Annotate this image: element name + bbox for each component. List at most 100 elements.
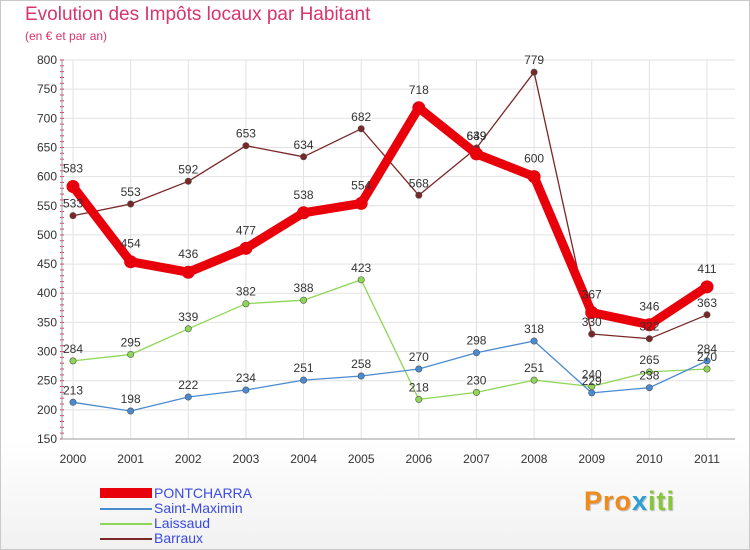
data-point [357,276,365,284]
data-label: 568 [409,176,429,190]
data-label: 533 [63,197,83,211]
data-label: 284 [697,342,717,356]
data-label: 682 [351,110,371,124]
y-tick-label: 800 [37,53,57,67]
series-line-0 [68,103,712,330]
data-point [469,147,483,161]
data-label: 322 [639,320,659,334]
data-point [242,386,250,394]
data-point [127,407,135,415]
data-point [530,376,538,384]
data-label: 583 [63,162,83,176]
data-point [645,384,653,392]
data-label: 423 [351,261,371,275]
data-label: 382 [236,285,256,299]
data-point [588,330,596,338]
x-tick-label: 2009 [578,452,605,466]
data-label: 639 [466,129,486,143]
data-point [239,241,253,255]
x-tick-label: 2007 [463,452,490,466]
legend-swatch-saint-maximin [100,508,152,510]
data-label: 234 [236,371,256,385]
legend-label-saint-maximin: Saint-Maximin [154,500,243,516]
data-label: 554 [351,178,371,192]
data-label: 779 [524,53,544,67]
data-point [242,300,250,308]
data-label: 367 [582,287,602,301]
x-tick-label: 2008 [521,452,548,466]
x-tick-label: 2006 [405,452,432,466]
data-point [700,280,714,294]
data-point [530,68,538,76]
legend-label-pontcharra: PONTCHARRA [154,485,253,501]
data-point [415,191,423,199]
y-tick-label: 250 [37,374,57,388]
data-point [415,365,423,373]
data-label: 230 [466,373,486,387]
data-point [703,311,711,319]
data-point [357,372,365,380]
logo-part-2: x [632,486,649,516]
x-tick-label: 2003 [233,452,260,466]
data-label: 649 [466,129,486,143]
data-label: 238 [639,369,659,383]
data-label: 388 [294,281,314,295]
y-tick-label: 200 [37,403,57,417]
data-label: 330 [582,315,602,329]
data-point [184,177,192,185]
data-point [645,368,653,376]
chart-title: Evolution des Impôts locaux par Habitant [25,4,371,25]
data-label: 538 [294,188,314,202]
plot-area [62,60,735,439]
data-label: 592 [178,162,198,176]
logo-part-1: Pro [584,486,633,516]
data-point [69,212,77,220]
data-point [184,393,192,401]
data-point [530,337,538,345]
data-point [415,395,423,403]
data-point [585,305,599,319]
data-label: 295 [121,335,141,349]
data-label: 218 [409,380,429,394]
data-point [357,125,365,133]
data-point [300,376,308,384]
data-label: 258 [351,357,371,371]
data-point [297,206,311,220]
data-point [703,365,711,373]
data-label: 222 [178,378,198,392]
y-tick-label: 700 [37,111,57,125]
y-tick-label: 600 [37,170,57,184]
y-tick-label: 300 [37,345,57,359]
data-label: 284 [63,342,83,356]
y-tick-label: 150 [37,432,57,446]
data-point [354,196,368,210]
data-label: 265 [639,353,659,367]
x-tick-label: 2002 [175,452,202,466]
data-point [124,255,138,269]
data-point [472,349,480,357]
data-point [300,296,308,304]
data-point [184,325,192,333]
x-tick-label: 2001 [117,452,144,466]
data-point [69,398,77,406]
data-label: 339 [178,310,198,324]
x-tick-label: 2005 [348,452,375,466]
data-point [703,357,711,365]
data-label: 318 [524,322,544,336]
data-label: 298 [466,334,486,348]
series-line-1 [72,340,708,412]
data-point [127,350,135,358]
y-tick-label: 450 [37,257,57,271]
data-label: 270 [697,350,717,364]
legend-swatch-barraux [100,538,152,540]
y-tick-label: 500 [37,228,57,242]
series-line-2 [72,279,708,401]
data-label: 229 [582,374,602,388]
data-point [472,388,480,396]
legend-swatch-pontcharra [100,488,152,498]
y-tick-label: 550 [37,199,57,213]
data-point [588,389,596,397]
data-label: 454 [121,237,141,251]
data-point [127,200,135,208]
